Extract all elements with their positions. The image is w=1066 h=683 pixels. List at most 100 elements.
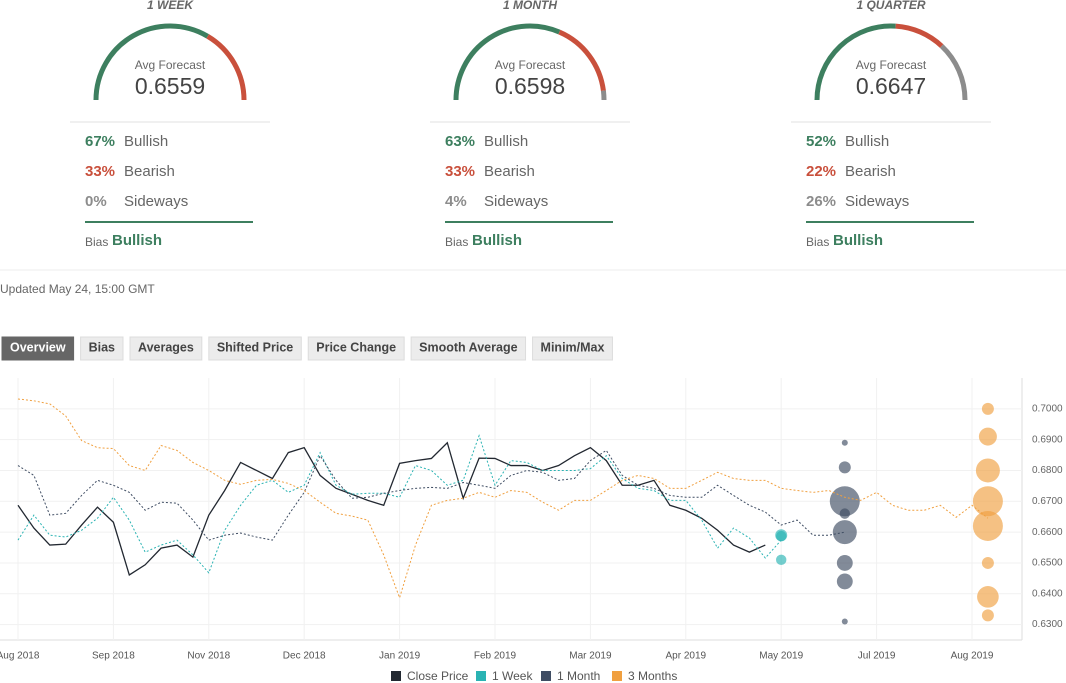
x-tick-label: Feb 2019	[474, 651, 517, 662]
bias-value: Bullish	[472, 232, 522, 249]
y-tick-label: 0.6800	[1032, 465, 1063, 476]
forecast-bubble	[978, 427, 997, 446]
forecast-bubble	[776, 554, 787, 566]
tab-label[interactable]: Price Change	[316, 340, 396, 354]
legend-label: 1 Week	[492, 669, 533, 683]
tab-bg[interactable]	[532, 336, 613, 361]
series-line	[17, 441, 766, 576]
tab[interactable]: Averages	[129, 336, 203, 361]
pct-name: Bullish	[124, 133, 168, 150]
gauge-segment	[453, 23, 561, 101]
tab[interactable]: Bias	[80, 336, 124, 361]
x-tick-label: Aug 2019	[951, 651, 994, 662]
pct-name: Bullish	[845, 133, 889, 150]
gauge-segment	[939, 44, 968, 101]
avg-label: Avg Forecast	[856, 58, 927, 72]
x-tick-label: Dec 2018	[283, 651, 326, 662]
y-tick-label: 0.6300	[1032, 619, 1063, 630]
bias-value: Bullish	[833, 232, 883, 249]
period: 1 MONTH	[503, 0, 557, 12]
period: 1 WEEK	[147, 0, 194, 12]
chart: 0.6300 0.6400 0.6500 0.6600 0.6700 0.6800 0.69…	[0, 378, 1063, 683]
pct: 22%	[806, 163, 836, 180]
legend-label: Close Price	[407, 669, 469, 683]
tab-label[interactable]: Smooth Average	[419, 340, 517, 354]
forecast-bubble	[776, 530, 787, 542]
tab-label[interactable]: Minim/Max	[541, 340, 605, 354]
pct: 26%	[806, 193, 836, 210]
x-tick-label: Jan 2019	[379, 651, 421, 662]
forecast-bubble	[836, 555, 853, 571]
tab-label[interactable]: Overview	[10, 340, 66, 354]
legend-swatch	[541, 671, 551, 681]
bias-label: Bias	[806, 235, 829, 249]
updated: Updated May 24, 15:00 GMT	[0, 282, 155, 296]
pct-name: Sideways	[845, 193, 909, 210]
x-tick-label: Apr 2019	[666, 651, 707, 662]
avg-label: Avg Forecast	[135, 58, 206, 72]
forecast-bubble	[981, 556, 994, 569]
pct-name: Bearish	[845, 163, 896, 180]
forecast-bubble	[972, 486, 1003, 517]
bias-value: Bullish	[112, 232, 162, 249]
gauge-segment	[895, 23, 944, 48]
tab[interactable]: Shifted Price	[208, 336, 302, 361]
legend-swatch	[476, 671, 486, 681]
tab-bar: Overview Bias Averages Shifted Price Price C…	[1, 336, 613, 361]
y-tick-label: 0.6500	[1032, 558, 1063, 569]
tab-label[interactable]: Bias	[89, 340, 115, 354]
pct-name: Sideways	[484, 193, 548, 210]
legend-label: 1 Month	[557, 669, 600, 683]
tab-bg[interactable]	[208, 336, 302, 361]
x-tick-label: Nov 2018	[187, 651, 230, 662]
pct: 63%	[445, 133, 475, 150]
pct-name: Bearish	[484, 163, 535, 180]
tab-bg[interactable]	[1, 336, 75, 361]
legend-swatch	[391, 671, 401, 681]
forecast-bubble	[981, 402, 994, 415]
gauge-segment	[93, 23, 209, 101]
pct-name: Sideways	[124, 193, 188, 210]
tab[interactable]: Price Change	[307, 336, 405, 361]
tab[interactable]: Smooth Average	[410, 336, 527, 361]
forecast-bubble	[972, 510, 1003, 541]
forecast-bubble	[841, 618, 848, 625]
bias-label: Bias	[445, 235, 468, 249]
y-tick-label: 0.6900	[1032, 434, 1063, 445]
y-tick-label: 0.7000	[1032, 403, 1063, 414]
legend-label: 3 Months	[628, 669, 677, 683]
period: 1 QUARTER	[856, 0, 925, 12]
pct-name: Bullish	[484, 133, 528, 150]
tab[interactable]: Minim/Max	[532, 336, 613, 361]
tab-bg[interactable]	[129, 336, 203, 361]
series-line	[17, 398, 989, 600]
gauge-segment	[600, 90, 607, 101]
pct-name: Bearish	[124, 163, 175, 180]
tab-bg[interactable]	[307, 336, 405, 361]
forecast-bubble	[836, 573, 853, 590]
avg-value: 0.6598	[495, 73, 565, 99]
x-tick-label: May 2019	[759, 651, 803, 662]
gauge-segment	[558, 29, 606, 92]
tab-bg[interactable]	[410, 336, 527, 361]
y-tick-label: 0.6400	[1032, 588, 1063, 599]
tab-bg[interactable]	[80, 336, 124, 361]
y-tick-label: 0.6700	[1032, 496, 1063, 507]
bias-label: Bias	[85, 235, 108, 249]
pct: 33%	[85, 163, 115, 180]
gauge-segment	[814, 23, 896, 101]
x-tick-label: Jul 2019	[858, 651, 896, 662]
avg-value: 0.6647	[856, 73, 926, 99]
pct: 33%	[445, 163, 475, 180]
tab[interactable]: Overview	[1, 336, 75, 361]
avg-label: Avg Forecast	[495, 58, 566, 72]
pct: 52%	[806, 133, 836, 150]
tab-label[interactable]: Shifted Price	[217, 340, 293, 354]
tab-label[interactable]: Averages	[138, 340, 194, 354]
gauge-segment	[206, 34, 247, 101]
legend-swatch	[612, 671, 622, 681]
forecast-bubble	[832, 520, 857, 545]
avg-value: 0.6559	[135, 73, 205, 99]
forecast-bubble	[841, 439, 848, 446]
